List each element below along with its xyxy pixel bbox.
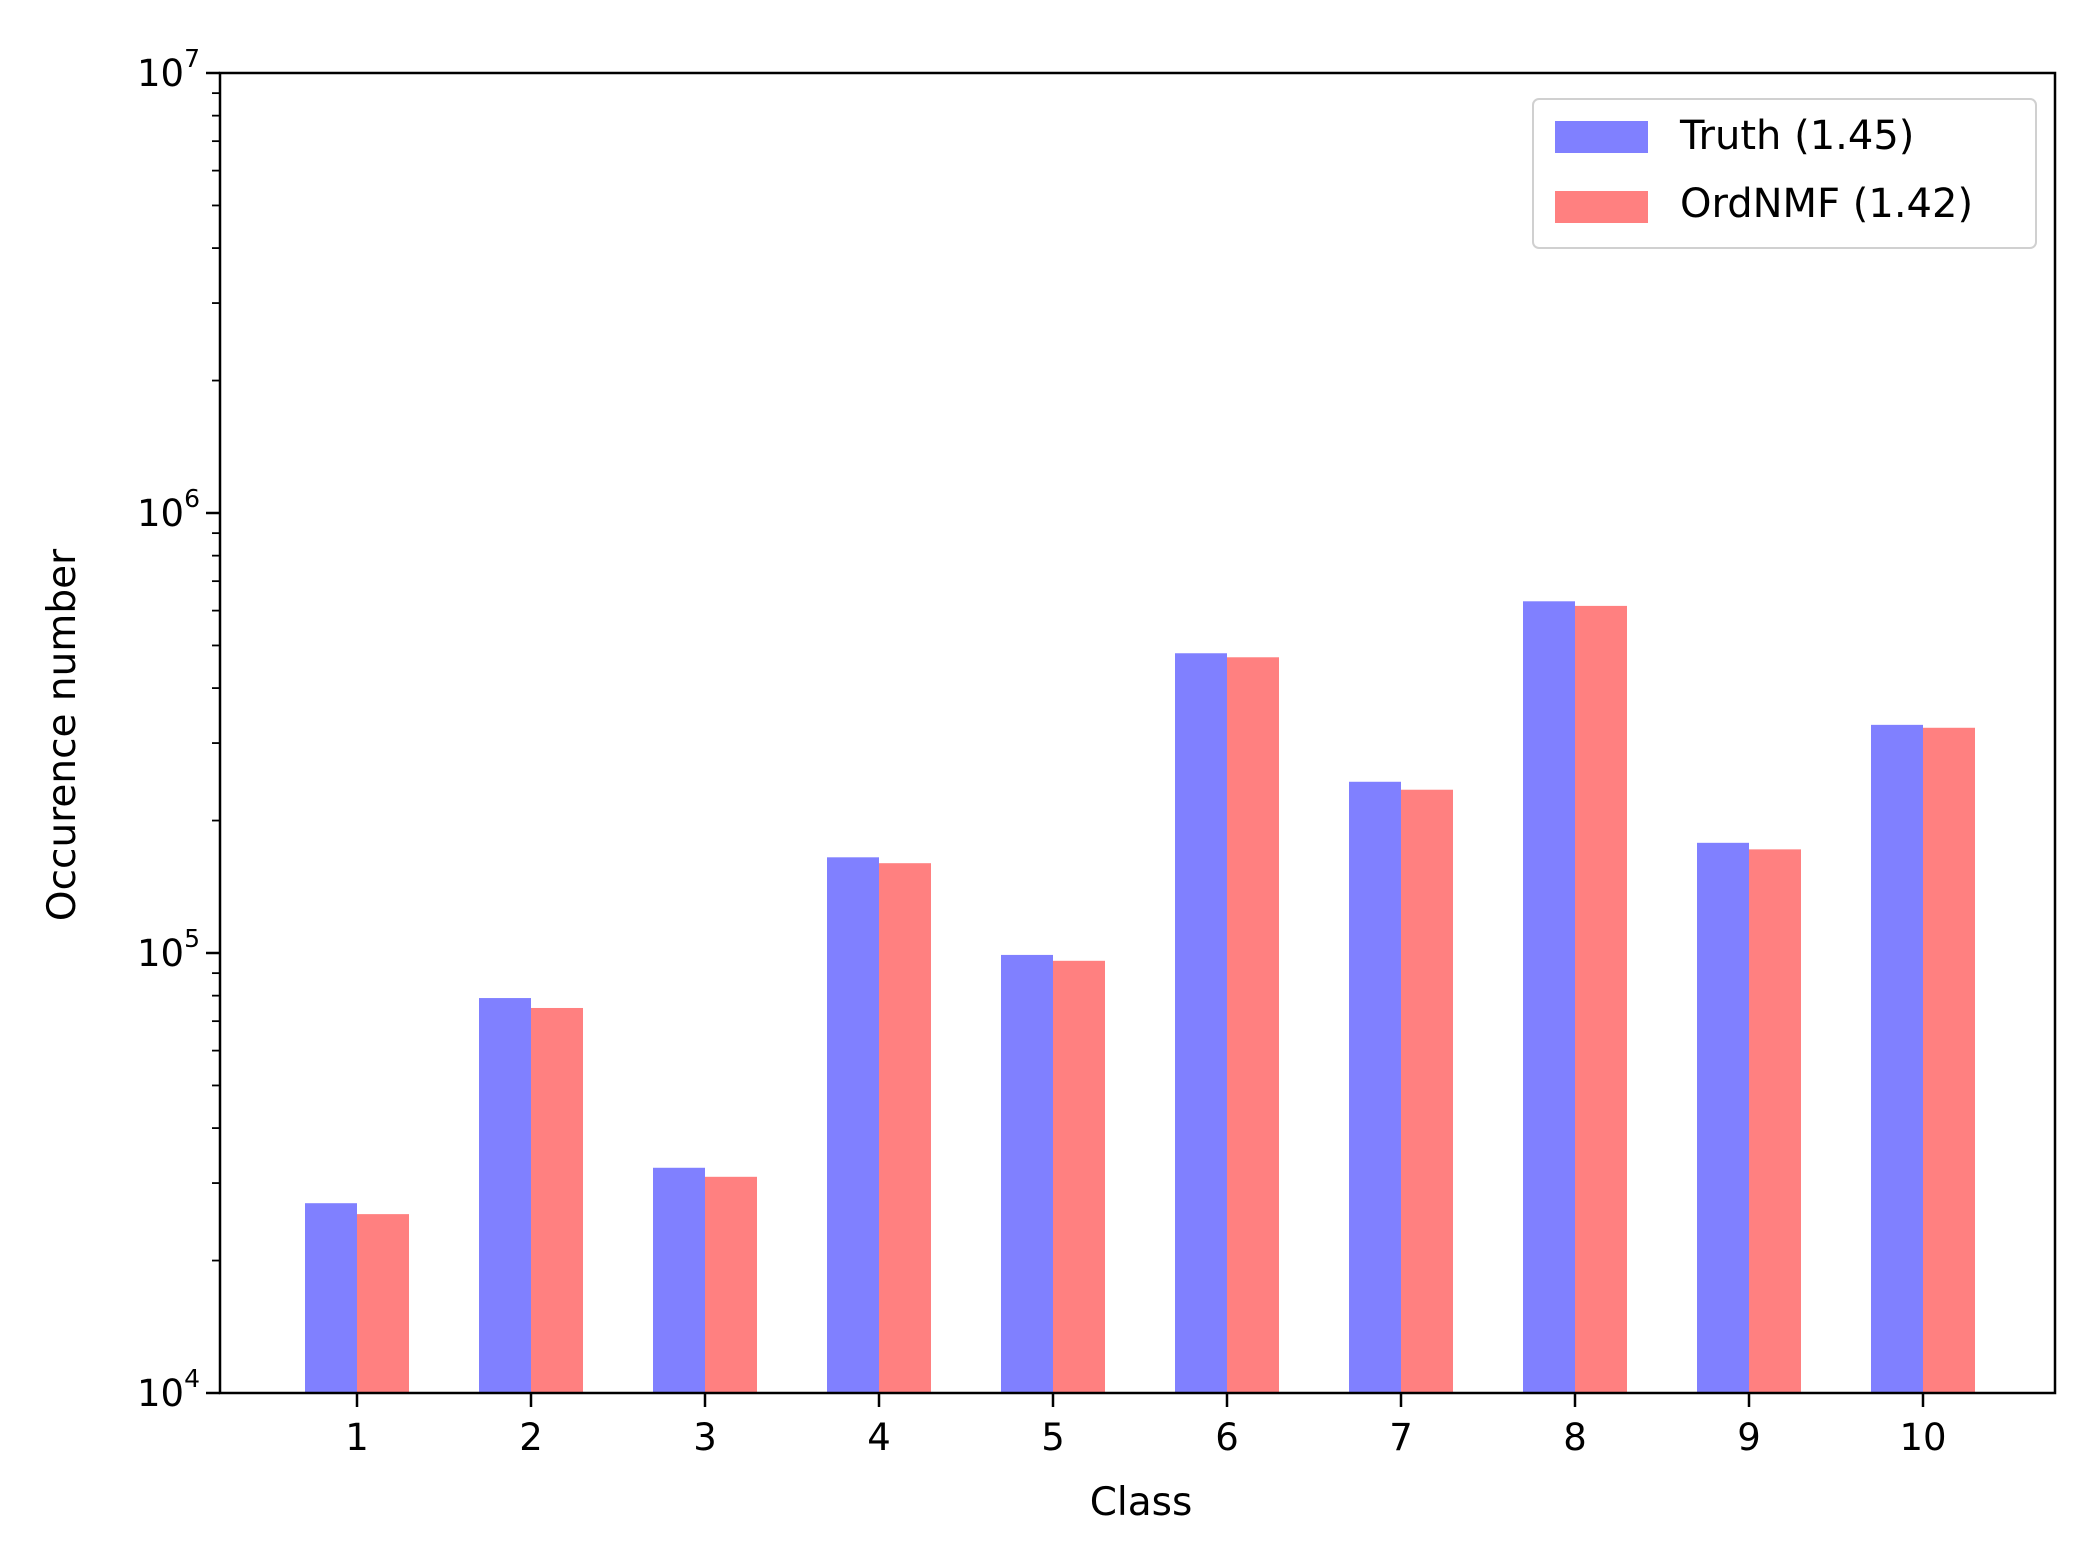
legend-frame bbox=[1532, 98, 2037, 249]
legend-label-ordnmf: OrdNMF (1.42) bbox=[1680, 181, 1973, 227]
bar-ordnmf-class-9 bbox=[1749, 849, 1801, 1393]
x-tick-label-7: 7 bbox=[1389, 1416, 1413, 1459]
plot-frame bbox=[218, 71, 2057, 1395]
bar-ordnmf-class-7 bbox=[1401, 789, 1453, 1393]
legend-swatch-truth bbox=[1555, 121, 1648, 153]
bar-truth-class-5 bbox=[1001, 954, 1053, 1393]
axes-layer: 104 105 106 107 1 2 3 4 5 6 7 8 9 10 bbox=[137, 44, 2057, 1459]
bar-ordnmf-class-2 bbox=[531, 1007, 583, 1393]
y-tick-label-0: 104 bbox=[137, 1364, 200, 1415]
x-tick-label-1: 1 bbox=[345, 1416, 369, 1459]
y-tick-label-2: 106 bbox=[137, 484, 200, 535]
bar-ordnmf-class-6 bbox=[1227, 657, 1279, 1393]
legend-swatch-ordnmf bbox=[1555, 191, 1648, 223]
y-tick-label-1: 105 bbox=[137, 924, 200, 975]
legend-label-truth: Truth (1.45) bbox=[1679, 113, 1914, 159]
bar-ordnmf-class-8 bbox=[1575, 605, 1627, 1393]
y-axis-label: Occurence number bbox=[40, 548, 85, 921]
bar-truth-class-3 bbox=[653, 1167, 705, 1393]
y-tick-label-3: 107 bbox=[137, 44, 200, 95]
bar-ordnmf-class-1 bbox=[357, 1214, 409, 1393]
x-tick-label-8: 8 bbox=[1563, 1416, 1587, 1459]
bar-ordnmf-class-4 bbox=[879, 863, 931, 1393]
bar-ordnmf-class-3 bbox=[705, 1176, 757, 1393]
bar-truth-class-1 bbox=[305, 1203, 357, 1393]
x-tick-label-3: 3 bbox=[693, 1416, 717, 1459]
x-tick-label-10: 10 bbox=[1899, 1416, 1946, 1459]
bar-truth-class-6 bbox=[1175, 653, 1227, 1393]
x-tick-label-5: 5 bbox=[1041, 1416, 1065, 1459]
x-axis-label: Class bbox=[1090, 1480, 1193, 1525]
bar-truth-class-4 bbox=[827, 857, 879, 1393]
bar-truth-class-2 bbox=[479, 998, 531, 1393]
legend: Truth (1.45) OrdNMF (1.42) bbox=[1532, 98, 2037, 249]
bar-truth-class-8 bbox=[1523, 601, 1575, 1393]
x-tick-label-9: 9 bbox=[1737, 1416, 1761, 1459]
x-tick-label-2: 2 bbox=[519, 1416, 543, 1459]
x-tick-label-4: 4 bbox=[867, 1416, 891, 1459]
bar-ordnmf-class-10 bbox=[1923, 727, 1975, 1393]
x-tick-label-6: 6 bbox=[1215, 1416, 1239, 1459]
bar-truth-class-9 bbox=[1697, 842, 1749, 1393]
bars-layer bbox=[305, 601, 1975, 1393]
bar-ordnmf-class-5 bbox=[1053, 960, 1105, 1393]
bar-truth-class-10 bbox=[1871, 724, 1923, 1393]
bar-truth-class-7 bbox=[1349, 781, 1401, 1393]
